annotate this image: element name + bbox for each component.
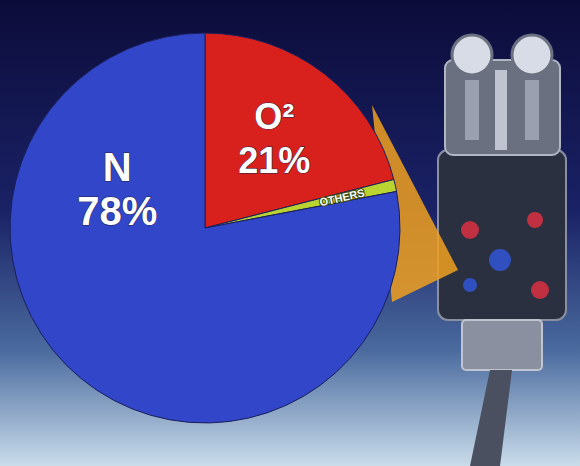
- svg-text:21%: 21%: [238, 140, 310, 181]
- svg-text:O²: O²: [254, 96, 294, 137]
- svg-text:78%: 78%: [77, 189, 157, 233]
- svg-text:OTHERS: OTHERS: [318, 187, 365, 209]
- svg-text:N: N: [103, 145, 132, 189]
